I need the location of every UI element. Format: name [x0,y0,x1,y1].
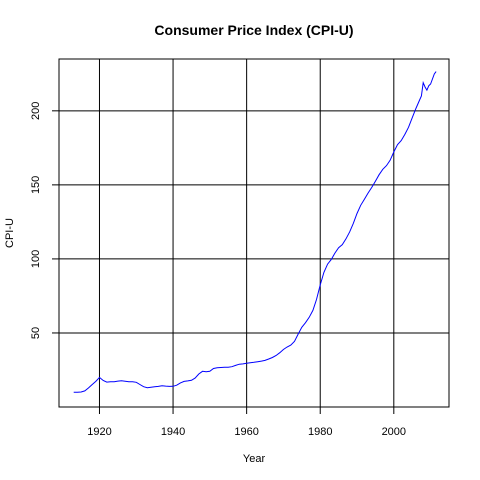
y-axis-label: CPI-U [4,218,16,248]
y-axis: 50 100 150 200 [30,102,59,339]
plot-frame [58,58,450,408]
chart-title: Consumer Price Index (CPI-U) [154,22,353,38]
y-tick-label: 200 [30,102,42,120]
x-axis-label: Year [243,453,266,465]
y-tick-label: 50 [30,327,42,339]
x-tick-label: 1980 [308,426,332,438]
x-tick-label: 1960 [234,426,258,438]
grid-lines [59,59,449,407]
series-line-cpi [73,71,437,393]
x-tick-label: 1940 [161,426,185,438]
y-tick-label: 100 [30,250,42,268]
x-tick-label: 2000 [382,426,406,438]
x-tick-label: 1920 [87,426,111,438]
x-axis: 1920 1940 1960 1980 2000 [87,407,406,438]
y-tick-label: 150 [30,176,42,194]
